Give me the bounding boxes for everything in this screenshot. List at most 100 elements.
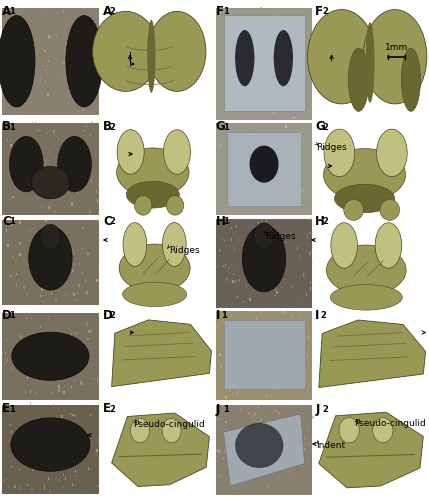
Bar [97,199,98,200]
Bar [73,414,74,416]
Bar [82,100,84,102]
Bar [303,102,304,103]
Bar [266,204,267,206]
Bar [258,379,260,381]
Bar [303,189,305,192]
Bar [283,457,284,460]
Bar [307,236,308,238]
Bar [248,412,249,414]
Bar [239,391,240,392]
Bar [66,349,67,352]
Bar [49,183,51,185]
Bar [217,418,218,421]
Text: F: F [315,5,323,18]
Ellipse shape [402,48,420,112]
Bar [275,294,276,296]
Bar [293,278,294,280]
Bar [43,254,44,257]
Bar [234,250,235,251]
Bar [78,348,79,349]
Bar [21,94,23,96]
Bar [36,38,37,40]
Bar [73,292,75,296]
Bar [63,62,65,64]
Bar [240,109,241,110]
Bar [293,117,295,119]
Bar [25,54,26,56]
Text: 1: 1 [223,122,229,132]
Bar [56,428,57,429]
Bar [236,45,237,47]
Ellipse shape [339,418,359,443]
Bar [38,129,39,132]
Bar [272,164,273,166]
Bar [253,38,254,40]
Ellipse shape [57,136,91,192]
Bar [47,238,48,241]
Bar [32,121,33,122]
Polygon shape [319,320,426,388]
Bar [286,358,288,360]
Bar [240,408,242,411]
Bar [90,330,92,332]
Bar [275,386,277,389]
Bar [275,372,276,374]
Bar [244,472,245,474]
Bar [35,348,36,350]
Bar [216,450,217,451]
Bar [50,340,51,341]
Bar [36,378,37,381]
Bar [236,224,237,228]
Bar [5,344,6,346]
Bar [299,226,300,228]
Bar [36,158,37,160]
Bar [276,426,277,427]
Bar [8,102,9,103]
Bar [275,14,276,16]
Polygon shape [112,320,211,386]
Bar [75,470,76,472]
Bar [33,258,34,260]
Bar [96,190,97,194]
Bar [89,330,91,332]
Bar [217,326,218,328]
Bar [261,194,263,196]
Bar [268,30,269,32]
Bar [252,266,253,268]
Text: I: I [315,309,320,322]
Bar [38,456,39,458]
Bar [48,477,49,480]
Bar [252,416,253,418]
Bar [87,322,88,325]
Bar [225,129,226,130]
Bar [245,122,246,123]
Bar [263,366,264,368]
Bar [39,440,41,442]
Bar [293,62,294,63]
Bar [283,108,284,110]
Bar [223,394,224,396]
Bar [262,169,264,172]
Bar [30,84,31,85]
Bar [221,364,222,368]
Bar [98,268,99,270]
Bar [71,202,73,205]
Bar [54,130,55,133]
Bar [226,386,227,388]
Ellipse shape [11,418,90,471]
Text: 1mm: 1mm [385,44,408,52]
Bar [291,476,292,477]
Bar [255,451,256,453]
Bar [248,190,249,192]
Bar [274,172,275,175]
Bar [67,298,68,300]
Bar [251,324,252,325]
Bar [81,228,82,230]
Bar [216,8,312,120]
Bar [27,294,28,295]
Bar [271,24,273,26]
Text: A: A [2,5,11,18]
Bar [48,376,49,378]
Bar [258,238,260,241]
Bar [97,186,98,189]
